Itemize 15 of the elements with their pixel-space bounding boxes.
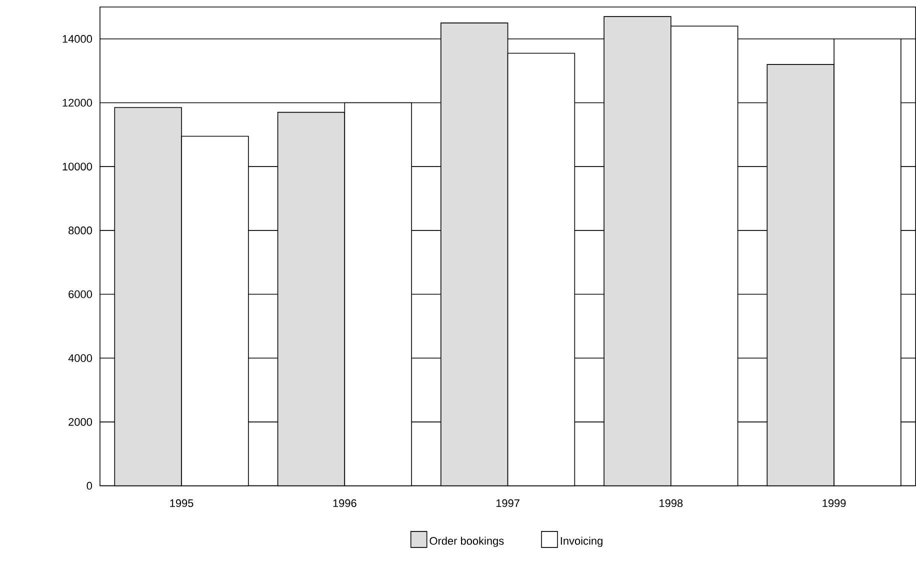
x-tick-label: 1997: [496, 499, 520, 508]
legend-label: Invoicing: [560, 536, 602, 548]
x-tick-label: 1999: [822, 499, 846, 508]
x-tick-label: 1998: [660, 499, 683, 508]
y-tick-label: 14000: [62, 35, 92, 43]
y-tick-label: 10000: [62, 162, 92, 171]
x-tick-label: 1995: [170, 499, 194, 508]
y-tick-label: 12000: [62, 99, 92, 107]
y-tick-label: 0: [86, 482, 92, 490]
y-tick-label: 8000: [68, 226, 92, 234]
y-tick-label: 6000: [68, 290, 92, 298]
x-tick-label: 1996: [333, 499, 356, 508]
legend-label: Order bookings: [430, 536, 504, 548]
y-tick-label: 2000: [68, 418, 92, 426]
y-tick-label: 4000: [68, 354, 92, 362]
